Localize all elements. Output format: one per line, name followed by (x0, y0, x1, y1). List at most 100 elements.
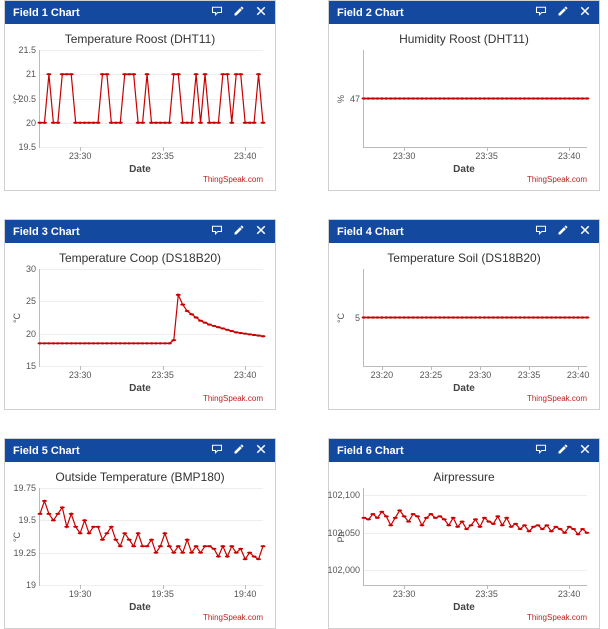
chart-body: Outside Temperature (BMP180)°C1919.2519.… (5, 462, 275, 628)
card-header: Field 5 Chart (5, 439, 275, 462)
plot-area: 102,000102,050102,10023:3023:3523:40 (363, 488, 587, 586)
card-header: Field 6 Chart (329, 439, 599, 462)
plot-area: 523:2023:2523:3023:3523:40 (363, 269, 587, 367)
x-axis-label: Date (335, 602, 593, 613)
chart-plot-block: °C 523:2023:2523:3023:3523:40 (335, 269, 593, 367)
panel-title: Field 2 Chart (337, 7, 535, 19)
brand-link[interactable]: ThingSpeak.com (11, 394, 269, 407)
comment-icon[interactable] (211, 5, 223, 20)
brand-link[interactable]: ThingSpeak.com (11, 175, 269, 188)
x-tick-label: 23:40 (234, 147, 257, 161)
y-tick-label: 19.5 (18, 515, 40, 525)
brand-link[interactable]: ThingSpeak.com (335, 394, 593, 407)
data-markers (40, 269, 263, 366)
x-tick-label: 19:35 (151, 585, 174, 599)
chart-body: Humidity Roost (DHT11)%4723:3023:3523:40… (329, 24, 599, 190)
x-axis-label: Date (335, 164, 593, 175)
x-axis-label: Date (11, 602, 269, 613)
panel-title: Field 6 Chart (337, 445, 535, 457)
close-icon[interactable] (579, 443, 591, 458)
y-tick-label: 19.5 (18, 142, 40, 152)
y-axis-label: °C (12, 313, 22, 323)
header-actions (535, 5, 591, 20)
plot-area: 1919.2519.519.7519:3019:3519:40 (39, 488, 263, 586)
comment-icon[interactable] (535, 443, 547, 458)
edit-icon[interactable] (233, 5, 245, 20)
y-axis-label: °C (336, 313, 346, 323)
edit-icon[interactable] (233, 224, 245, 239)
edit-icon[interactable] (233, 443, 245, 458)
card-header: Field 2 Chart (329, 1, 599, 24)
brand-link[interactable]: ThingSpeak.com (11, 613, 269, 626)
card-header: Field 4 Chart (329, 220, 599, 243)
chart-plot-block: Pa102,000102,050102,10023:3023:3523:40 (335, 488, 593, 586)
panel-title: Field 4 Chart (337, 226, 535, 238)
x-tick-label: 23:35 (475, 585, 498, 599)
x-tick-label: 23:30 (69, 147, 92, 161)
card-header: Field 3 Chart (5, 220, 275, 243)
close-icon[interactable] (255, 443, 267, 458)
comment-icon[interactable] (211, 443, 223, 458)
chart-card: Field 4 Chart Temperature Soil (DS18B20) °… (328, 219, 600, 410)
chart-card: Field 6 Chart Airpressure Pa102,000102,050… (328, 438, 600, 629)
panel-title: Field 5 Chart (13, 445, 211, 457)
close-icon[interactable] (255, 5, 267, 20)
close-icon[interactable] (255, 224, 267, 239)
comment-icon[interactable] (535, 5, 547, 20)
header-actions (535, 443, 591, 458)
comment-icon[interactable] (535, 224, 547, 239)
x-tick-label: 23:35 (475, 147, 498, 161)
chart-title: Airpressure (335, 470, 593, 484)
header-actions (211, 224, 267, 239)
panel-title: Field 1 Chart (13, 7, 211, 19)
x-tick-label: 23:35 (151, 147, 174, 161)
x-tick-label: 23:35 (518, 366, 541, 380)
data-markers (364, 50, 587, 147)
edit-icon[interactable] (557, 443, 569, 458)
header-actions (211, 5, 267, 20)
chart-plot-block: °C19.52020.52121.523:3023:3523:40 (11, 50, 269, 148)
chart-card: Field 3 Chart Temperature Coop (DS18B20) °… (4, 219, 276, 410)
x-tick-label: 23:30 (69, 366, 92, 380)
y-tick-label: 20 (26, 329, 40, 339)
plot-area: 1520253023:3023:3523:40 (39, 269, 263, 367)
x-tick-label: 23:30 (393, 585, 416, 599)
close-icon[interactable] (579, 224, 591, 239)
edit-icon[interactable] (557, 5, 569, 20)
y-tick-label: 19.75 (13, 483, 40, 493)
x-tick-label: 23:25 (420, 366, 443, 380)
card-header: Field 1 Chart (5, 1, 275, 24)
chart-title: Temperature Coop (DS18B20) (11, 251, 269, 265)
x-tick-label: 19:40 (234, 585, 257, 599)
y-tick-label: 21.5 (18, 45, 40, 55)
x-tick-label: 19:30 (69, 585, 92, 599)
chart-body: Temperature Coop (DS18B20) °C 1520253023:3… (5, 243, 275, 409)
comment-icon[interactable] (211, 224, 223, 239)
chart-title: Temperature Soil (DS18B20) (335, 251, 593, 265)
chart-plot-block: °C 1919.2519.519.7519:3019:3519:40 (11, 488, 269, 586)
edit-icon[interactable] (557, 224, 569, 239)
y-axis-label: °C (12, 532, 22, 542)
chart-body: Temperature Soil (DS18B20) °C 523:2023:252… (329, 243, 599, 409)
chart-card: Field 1 ChartTemperature Roost (DHT11)°C… (4, 0, 276, 191)
x-tick-label: 23:40 (234, 366, 257, 380)
panel-title: Field 3 Chart (13, 226, 211, 238)
brand-link[interactable]: ThingSpeak.com (335, 175, 593, 188)
x-axis-label: Date (11, 164, 269, 175)
y-tick-label: 30 (26, 264, 40, 274)
x-tick-label: 23:20 (371, 366, 394, 380)
y-tick-label: 19.25 (13, 548, 40, 558)
header-actions (535, 224, 591, 239)
close-icon[interactable] (579, 5, 591, 20)
data-markers (364, 488, 587, 585)
x-tick-label: 23:40 (567, 366, 590, 380)
y-tick-label: 102,100 (327, 490, 364, 500)
brand-link[interactable]: ThingSpeak.com (335, 613, 593, 626)
chart-plot-block: °C 1520253023:3023:3523:40 (11, 269, 269, 367)
plot-area: 4723:3023:3523:40 (363, 50, 587, 148)
x-tick-label: 23:40 (558, 585, 581, 599)
y-tick-label: 15 (26, 361, 40, 371)
header-actions (211, 443, 267, 458)
x-axis-label: Date (335, 383, 593, 394)
chart-body: Airpressure Pa102,000102,050102,10023:302… (329, 462, 599, 628)
